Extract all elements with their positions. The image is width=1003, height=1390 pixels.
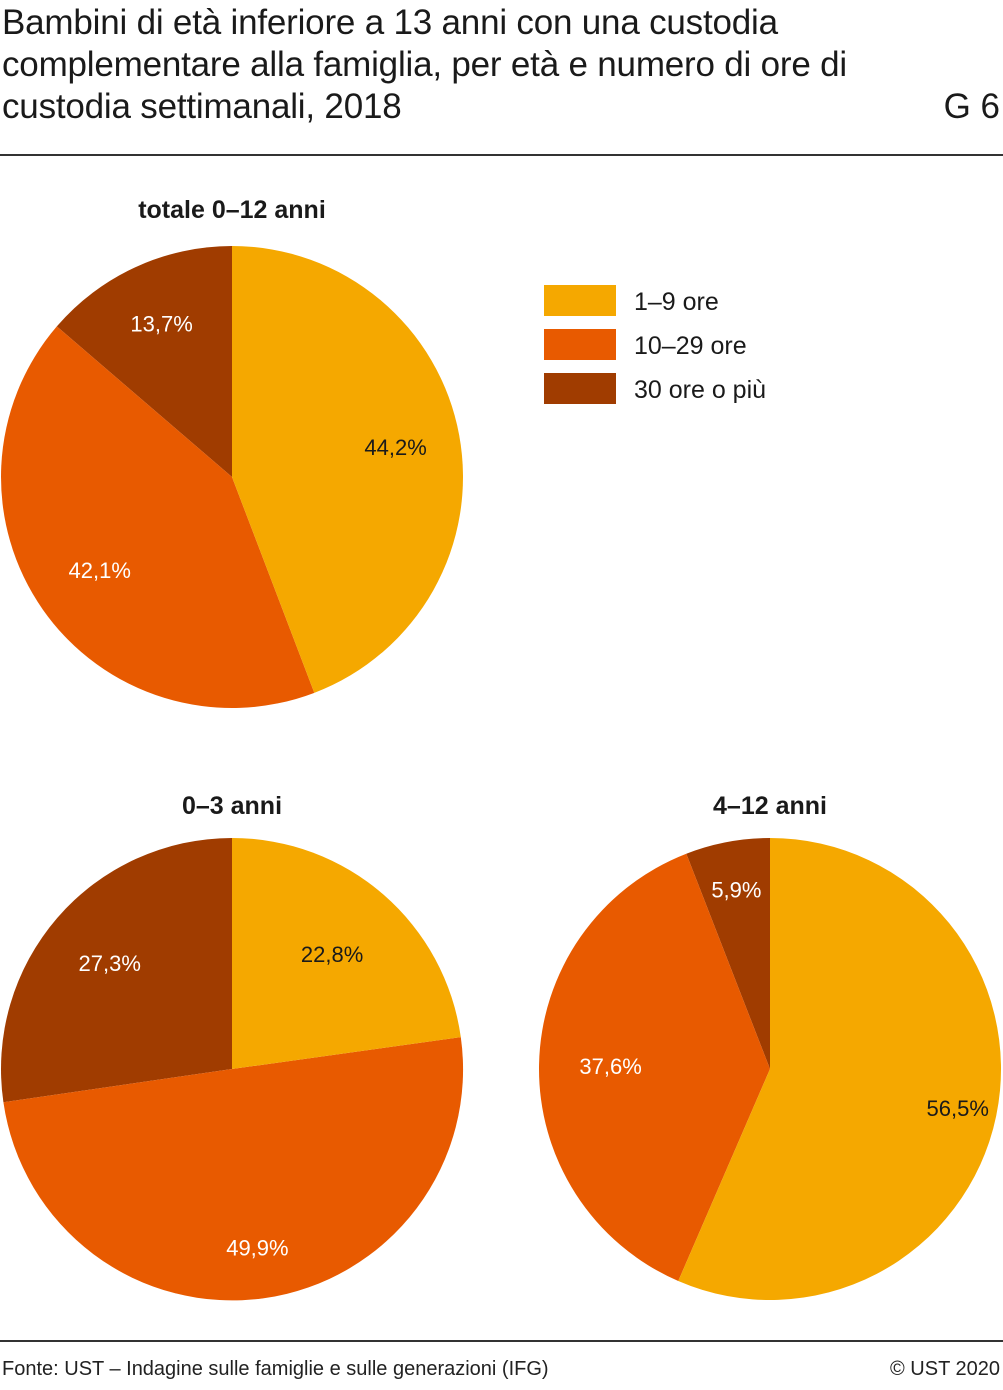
pie-slice-30-ore-o-piu	[56, 246, 232, 477]
pie-slice-1-9-ore	[232, 246, 463, 693]
legend-label-30-plus: 30 ore o più	[634, 376, 766, 404]
legend-swatch-1-9	[544, 285, 616, 316]
pie-chart-4-12: 4–12 anni 56,5% 37,6% 5,9%	[538, 792, 1002, 1300]
pie-slice-1-9-ore	[232, 838, 461, 1069]
legend-swatch-10-29	[544, 329, 616, 360]
copyright: © UST 2020	[890, 1358, 1000, 1380]
slice-label-1-9-ore: 44,2%	[364, 435, 426, 460]
legend-label-1-9: 1–9 ore	[634, 288, 719, 316]
legend: 1–9 ore 10–29 ore 30 ore o più	[544, 285, 766, 404]
slice-label-1-9-ore: 22,8%	[301, 942, 363, 967]
chart-number: G 6	[943, 87, 1000, 126]
pie-slice-10-29-ore	[3, 1037, 464, 1301]
slice-label-10-29-ore: 49,9%	[226, 1235, 288, 1260]
pie-slice-30-ore-o-piu	[686, 838, 770, 1069]
slice-label-1-9-ore: 56,5%	[927, 1096, 989, 1121]
pie-chart-total: totale 0–12 anni 44,2% 42,1% 13,7%	[1, 196, 463, 708]
slice-label-10-29-ore: 37,6%	[579, 1054, 641, 1079]
pie-title-total: totale 0–12 anni	[138, 196, 326, 224]
legend-label-10-29: 10–29 ore	[634, 332, 747, 360]
legend-swatch-30-plus	[544, 373, 616, 404]
top-rule	[0, 154, 1003, 156]
pie-slice-30-ore-o-piu	[1, 838, 233, 1103]
pie-slice-10-29-ore	[538, 853, 770, 1281]
bottom-rule	[0, 1340, 1003, 1342]
pie-slice-10-29-ore	[1, 326, 315, 708]
slice-label-30-ore-o-piu: 27,3%	[79, 951, 141, 976]
slice-label-10-29-ore: 42,1%	[69, 558, 131, 583]
chart-title: Bambini di età inferiore a 13 anni con u…	[2, 3, 847, 126]
pie-slice-1-9-ore	[678, 837, 1002, 1300]
slice-label-30-ore-o-piu: 5,9%	[711, 878, 761, 903]
pie-chart-0-3: 0–3 anni 22,8% 49,9% 27,3%	[1, 792, 464, 1301]
source-note: Fonte: UST – Indagine sulle famiglie e s…	[2, 1358, 549, 1380]
pie-title-4-12: 4–12 anni	[713, 792, 827, 820]
slice-label-30-ore-o-piu: 13,7%	[130, 312, 192, 337]
pie-title-0-3: 0–3 anni	[182, 792, 282, 820]
